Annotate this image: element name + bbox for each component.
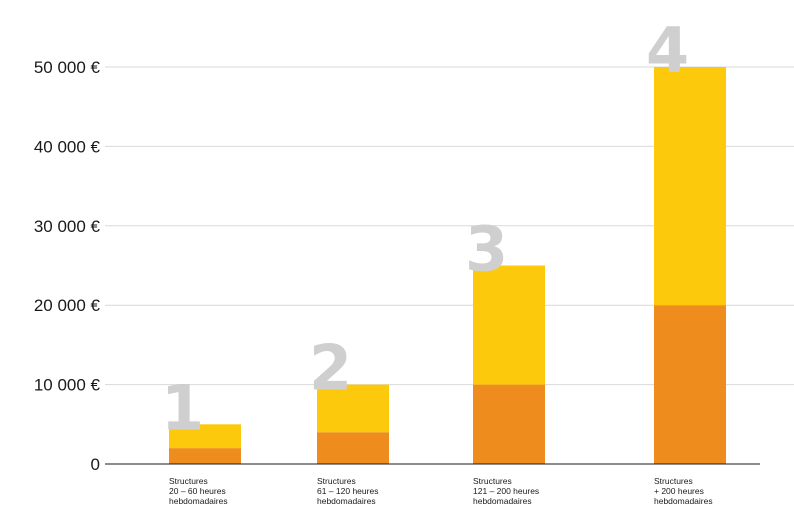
x-category-label: hebdomadaires [473, 496, 532, 506]
x-category-label: hebdomadaires [317, 496, 376, 506]
bar-segment [169, 424, 241, 449]
category-number: 3 [465, 213, 508, 286]
x-category-label: Structures [473, 476, 512, 486]
x-category-label: Structures [317, 476, 356, 486]
bar-segment [654, 305, 726, 464]
bars [169, 67, 726, 464]
bar-segment [317, 432, 389, 464]
x-category-label: 61 – 120 heures [317, 486, 378, 496]
category-number: 2 [309, 332, 352, 405]
y-tick-label: 40 000 € [34, 137, 101, 156]
bar-segment [473, 384, 545, 464]
x-category-label: hebdomadaires [654, 496, 713, 506]
category-number: 1 [161, 371, 204, 444]
category-numbers: 1 2 3 4 [161, 14, 689, 444]
x-category-label: Structures [169, 476, 208, 486]
bar-segment [169, 448, 241, 464]
x-category-label: Structures [654, 476, 693, 486]
x-category-label: + 200 heures [654, 486, 704, 496]
category-number: 4 [646, 14, 689, 87]
x-category-label: hebdomadaires [169, 496, 228, 506]
y-tick-label: 30 000 € [34, 217, 101, 236]
bar-segment [654, 67, 726, 306]
bar-segment [317, 384, 389, 433]
y-tick-label: 10 000 € [34, 376, 101, 395]
y-tick-label: 20 000 € [34, 296, 101, 315]
y-axis-tick-labels: 0 10 000 € 20 000 € 30 000 € 40 000 € 50 000 … [34, 58, 101, 474]
y-tick-label: 50 000 € [34, 58, 101, 77]
bar-segment [473, 265, 545, 385]
y-tick-label: 0 [91, 455, 100, 474]
x-category-label: 20 – 60 heures [169, 486, 226, 496]
x-category-label: 121 – 200 heures [473, 486, 539, 496]
